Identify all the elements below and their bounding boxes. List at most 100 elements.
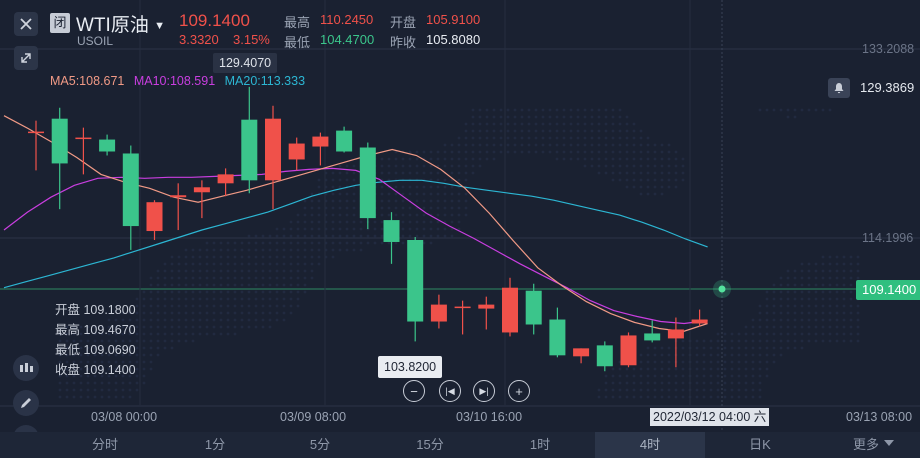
prev-close-value: 105.8080 [426, 32, 481, 47]
candle-body [51, 118, 68, 164]
zoom-out-button[interactable]: − [403, 380, 425, 402]
candle [193, 180, 210, 219]
timeframe-tab[interactable]: 日K [749, 437, 771, 452]
candle [336, 126, 353, 153]
x-tick-4: 03/13 08:00 [846, 410, 913, 424]
ohlc-close: 收盘 109.1400 [55, 363, 136, 377]
ohlc-low: 最低 109.0690 [55, 343, 136, 357]
candle [620, 332, 637, 368]
candle [407, 237, 424, 342]
candle-body [288, 143, 305, 160]
bell-icon [834, 83, 844, 94]
candle-body [359, 147, 376, 219]
plus-icon: + [515, 383, 523, 399]
ma10-legend: MA10:108.591 [133, 74, 216, 88]
minus-icon: − [410, 383, 418, 399]
candle-body [383, 220, 400, 242]
min-price-label: 103.8200 [378, 356, 443, 378]
price-chart[interactable] [0, 0, 920, 432]
timeframe-tab[interactable]: 15分 [416, 437, 444, 452]
ma10-line [3, 167, 708, 325]
candle-body [146, 202, 163, 232]
expand-icon [21, 53, 31, 63]
open-value: 105.9100 [426, 12, 481, 27]
candle [170, 183, 187, 231]
candle [51, 107, 68, 210]
candle [122, 145, 139, 250]
ohlc-panel: 开盘 109.1800 最高 109.4670 最低 109.0690 收盘 1… [55, 300, 136, 380]
candle [478, 296, 495, 330]
price-alert-button[interactable] [828, 78, 850, 98]
high-value: 110.2450 [320, 12, 374, 27]
candle [383, 212, 400, 264]
close-icon [20, 18, 32, 30]
candle-body [122, 153, 139, 227]
last-price: 109.1400 [179, 11, 250, 30]
candle-body [596, 345, 613, 367]
candle-body [430, 304, 447, 322]
candle [28, 120, 44, 171]
zoom-in-button[interactable]: + [508, 380, 530, 402]
ma20-legend: MA20:113.333 [224, 74, 306, 88]
candle-body [193, 187, 210, 193]
candle-body [265, 118, 281, 181]
candle [596, 341, 613, 372]
candle-body [502, 287, 518, 333]
x-tick-3: 03/10 16:00 [456, 410, 523, 424]
candle [217, 168, 234, 197]
candle-body [75, 137, 92, 140]
open-label: 开盘 [390, 15, 417, 30]
candle-body [241, 119, 258, 181]
timeframe-tab[interactable]: 1时 [529, 437, 551, 452]
candle-body [454, 306, 471, 309]
pencil-icon [21, 398, 31, 408]
candle [265, 105, 281, 210]
close-button[interactable] [14, 12, 38, 36]
candle-body [667, 329, 684, 339]
y-tick-mid: 114.1996 [862, 231, 914, 245]
candle [667, 317, 684, 368]
timeframe-tab[interactable]: 分时 [91, 437, 118, 452]
candle [288, 137, 305, 171]
candle-body [478, 304, 495, 309]
ma-legend: MA5:108.671 MA10:108.591 MA20:113.333 [50, 74, 305, 88]
dropdown-arrow-icon[interactable]: ▼ [154, 19, 165, 32]
candle-body [525, 290, 542, 325]
candle [502, 277, 518, 337]
indicator-button[interactable] [13, 355, 39, 381]
ma20-line [3, 179, 708, 289]
timeframe-bar [0, 432, 920, 458]
timeframe-tab[interactable]: 1分 [204, 437, 226, 452]
candle-body [99, 139, 116, 152]
more-dropdown-icon[interactable] [884, 440, 894, 446]
candle [573, 348, 590, 364]
market-status-badge: 闭 [50, 13, 70, 33]
draw-button[interactable] [13, 390, 39, 416]
max-price-label: 129.4070 [213, 53, 278, 73]
candle-body [217, 174, 234, 184]
instrument-title: WTI原油 [76, 15, 149, 36]
price-change-pct: 3.15% [233, 32, 270, 47]
x-tick-2: 03/09 08:00 [280, 410, 347, 424]
alert-price-label: 129.3869 [854, 78, 920, 98]
candle [691, 309, 708, 327]
candle-body [691, 319, 708, 324]
skip-forward-icon: ▶| [479, 385, 489, 396]
scroll-start-button[interactable]: |◀ [439, 380, 461, 402]
timeframe-tab[interactable]: 更多 [853, 437, 880, 452]
candle-body [620, 335, 637, 366]
scroll-end-button[interactable]: ▶| [473, 380, 495, 402]
candle [312, 132, 329, 166]
timeframe-tab[interactable]: 4时 [595, 432, 705, 458]
current-price-dot [718, 285, 726, 293]
candle [430, 294, 447, 329]
instrument-name[interactable]: WTI原油 ▼ [76, 10, 165, 37]
y-tick-top: 133.2088 [862, 42, 915, 56]
timeframe-tab[interactable]: 5分 [309, 437, 331, 452]
candle [241, 86, 258, 194]
candle [549, 307, 566, 358]
candle-body [644, 333, 661, 341]
candle-body [336, 130, 353, 152]
candle [75, 127, 92, 175]
fullscreen-button[interactable] [14, 46, 38, 70]
